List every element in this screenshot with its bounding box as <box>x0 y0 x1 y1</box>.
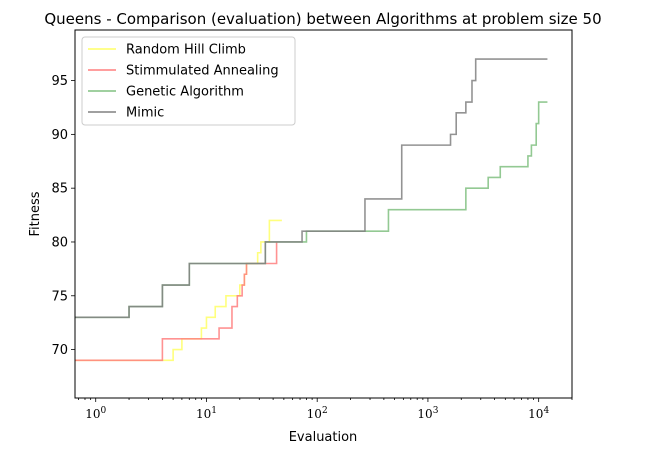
x-axis-ticks: 100 101 102 103 104 <box>78 398 573 421</box>
x-tick-label: 102 <box>307 406 328 421</box>
x-tick-label: 101 <box>196 406 217 421</box>
y-tick-label: 90 <box>51 128 68 143</box>
y-tick-label: 95 <box>51 74 68 89</box>
y-tick-label: 85 <box>51 182 68 197</box>
y-tick-label: 70 <box>51 343 68 358</box>
legend: Random Hill Climb Stimmulated Annealing Ge… <box>81 36 296 126</box>
legend-entries: Random Hill Climb Stimmulated Annealing Ge… <box>88 43 279 121</box>
chart-title: Queens - Comparison (evaluation) between… <box>44 10 601 28</box>
legend-label-4: Mimic <box>126 106 164 121</box>
legend-label-3: Genetic Algorithm <box>126 85 244 100</box>
y-tick-label: 75 <box>51 289 68 304</box>
x-tick-label: 103 <box>417 406 438 421</box>
series-layer <box>75 58 548 362</box>
x-tick-label: 104 <box>528 406 549 421</box>
x-tick-label: 100 <box>85 406 106 421</box>
legend-label-2: Stimmulated Annealing <box>126 64 279 79</box>
y-tick-label: 80 <box>51 235 68 250</box>
y-axis-label: Fitness <box>28 191 43 236</box>
y-axis-ticks: 70 75 80 85 90 95 <box>51 74 75 358</box>
plot-frame <box>74 29 573 399</box>
x-axis-label: Evaluation <box>289 430 358 445</box>
series-line-4 <box>75 58 548 319</box>
legend-label-1: Random Hill Climb <box>126 43 246 58</box>
legend-box <box>81 36 296 126</box>
